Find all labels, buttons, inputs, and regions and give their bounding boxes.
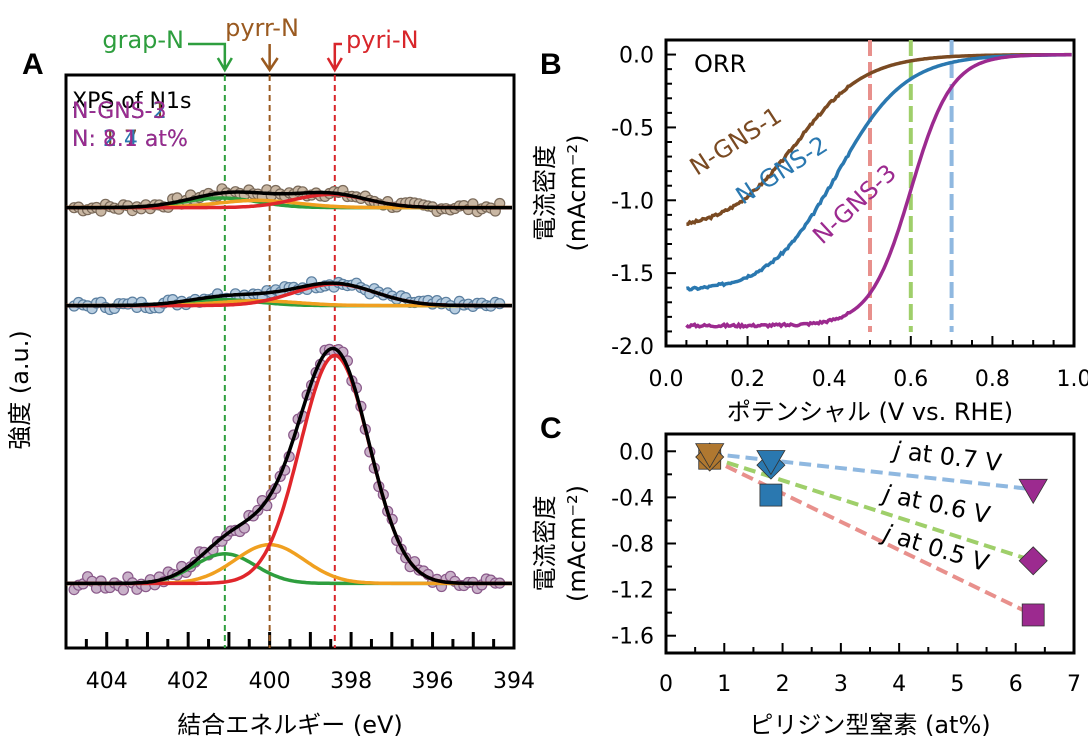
nitrogen-content-label: N: 2.4 at% — [72, 127, 188, 152]
panel-letter-a: A — [22, 48, 44, 81]
axes-frame — [64, 73, 516, 650]
y-tick-label: 0.0 — [619, 44, 654, 69]
panel-b: B 0.0 0.2 0.4 0.6 0.8 1.0 0.0 -0.5 -1.0 -1.5 -2.0 ポテ… — [531, 38, 1088, 426]
y-axis-label-line2: (mAcm⁻²) — [563, 485, 591, 602]
trend-line — [708, 456, 1035, 617]
y-tick-label: -0.4 — [611, 486, 654, 511]
y-tick-label: -0.5 — [611, 116, 654, 141]
peak-marker-label: pyrr-N — [225, 14, 299, 42]
x-tick-label: 404 — [86, 669, 128, 694]
data-point-diamond — [1018, 546, 1048, 576]
y-axis-label-line2: (mAcm⁻²) — [563, 135, 591, 252]
series-label: j at 0.5 V — [877, 518, 992, 577]
peak-marker-arrow — [326, 42, 343, 73]
fit-envelope — [66, 346, 512, 586]
panel-letter-c: C — [540, 412, 562, 445]
y-tick-label: -1.5 — [611, 262, 654, 287]
panel-a: A 404 402 400 398 396 394 結合エネルギー (eV) 強度 (a.u.)… — [6, 14, 535, 739]
panel-letter-b: B — [540, 48, 562, 81]
y-tick-label: -1.6 — [611, 625, 654, 650]
trend-line — [709, 455, 1034, 563]
chart-title: ORR — [694, 50, 746, 78]
y-tick-label: -0.8 — [611, 533, 654, 558]
chart-title: XPS of N1s — [72, 89, 191, 114]
x-axis-label: ポテンシャル (V vs. RHE) — [727, 398, 1013, 426]
series-label: j at 0.7 V — [889, 436, 1003, 477]
x-axis-label: ピリジン型窒素 (at%) — [749, 711, 990, 739]
nitrogen-content-label: N: 1.7 at% — [72, 127, 188, 152]
y-axis-label-line1: 電流密度 — [531, 496, 559, 592]
sample-name-label: N-GNS-1 — [72, 99, 167, 124]
x-tick-label: 1 — [717, 672, 731, 697]
data-point-triangle — [756, 450, 786, 476]
x-tick-label: 394 — [493, 669, 535, 694]
x-tick-label: 5 — [950, 672, 964, 697]
fit-envelope — [66, 190, 512, 210]
spectrum-n-gns-1 — [66, 183, 512, 218]
sample-name-label: N-GNS-3 — [72, 99, 167, 124]
data-point — [117, 584, 130, 596]
fit-envelope — [66, 281, 512, 308]
peak-marker-arrow — [260, 44, 279, 73]
x-axis-label: 結合エネルギー (eV) — [177, 711, 403, 739]
x-tick-label: 398 — [330, 669, 372, 694]
y-axis-label-line1: 電流密度 — [531, 145, 559, 241]
x-tick-label: 1.0 — [1057, 367, 1088, 392]
x-tick-label: 7 — [1067, 672, 1081, 697]
x-tick-label: 3 — [834, 672, 848, 697]
data-point-triangle — [695, 443, 725, 469]
nitrogen-content-label: N: 8.1 at% — [72, 127, 188, 152]
y-tick-label: -1.2 — [611, 579, 654, 604]
x-tick-label: 0.6 — [893, 367, 928, 392]
x-tick-label: 2 — [776, 672, 790, 697]
x-tick-label: 402 — [167, 669, 209, 694]
x-tick-label: 0.4 — [812, 367, 847, 392]
x-tick-label: 6 — [1009, 672, 1023, 697]
x-tick-label: 4 — [892, 672, 906, 697]
data-point-triangle — [1018, 478, 1048, 505]
x-tick-label: 0 — [659, 672, 673, 697]
x-tick-label: 396 — [412, 669, 454, 694]
y-tick-label: -2.0 — [611, 335, 654, 360]
x-tick-label: 0.2 — [730, 367, 765, 392]
series-label-potential: at 0.7 V — [899, 437, 1004, 477]
x-tick-label: 0.0 — [649, 367, 684, 392]
y-tick-label: -1.0 — [611, 189, 654, 214]
spectrum-n-gns-3 — [66, 343, 512, 596]
x-tick-label: 0.8 — [975, 367, 1010, 392]
peak-marker-label: grap-N — [102, 26, 184, 54]
x-tick-label: 400 — [249, 669, 291, 694]
peak-marker-label: pyri-N — [346, 26, 419, 54]
peak-marker-arrow — [188, 42, 233, 73]
y-axis-label: 強度 (a.u.) — [6, 330, 34, 450]
panel-c: C 0 1 2 3 4 5 6 7 0.0 -0.4 -0.8 -1.2 -1.6 ピリジン型窒素 (at%… — [531, 412, 1081, 739]
spectrum-n-gns-2 — [66, 276, 512, 316]
y-tick-label: 0.0 — [619, 440, 654, 465]
series-label-potential: at 0.6 V — [887, 481, 993, 530]
data-point-square — [1021, 603, 1045, 627]
series-line-n-gns-3 — [685, 52, 1072, 330]
data-point-square — [759, 483, 783, 507]
sample-name-label: N-GNS-2 — [72, 99, 167, 124]
